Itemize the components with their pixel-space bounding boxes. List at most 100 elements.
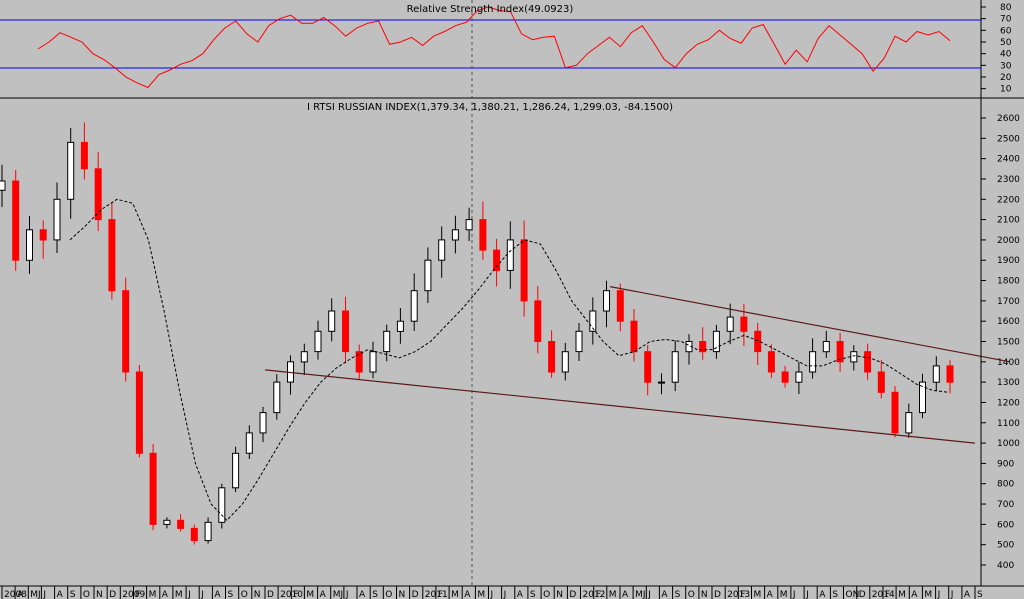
x-axis-tick-label: A bbox=[964, 590, 971, 599]
ohlc-bar-body bbox=[932, 365, 940, 383]
rsi-y-tick-label: 10 bbox=[1000, 85, 1012, 95]
ohlc-bar-body bbox=[451, 229, 459, 241]
x-axis-tick-label: S bbox=[675, 590, 681, 599]
x-axis-tick-label: A bbox=[162, 590, 169, 599]
x-axis-tick-label: M bbox=[451, 590, 459, 599]
price-y-tick-label: 400 bbox=[997, 561, 1014, 571]
x-axis-tick-label: A bbox=[359, 590, 366, 599]
price-y-tick-label: 2200 bbox=[997, 195, 1020, 205]
ohlc-bar-body bbox=[864, 351, 872, 373]
x-axis: 2008AMJJASOND2009FMAMJJASOND2010FMAMJJAS… bbox=[0, 585, 1024, 599]
x-axis-tick-label: O bbox=[385, 590, 392, 599]
ohlc-bar-body bbox=[726, 316, 734, 332]
rsi-y-tick-label: 20 bbox=[1000, 73, 1012, 83]
x-axis-tick-label: D bbox=[412, 590, 419, 599]
price-y-tick-label: 900 bbox=[997, 459, 1014, 469]
rsi-y-tick-label: 70 bbox=[1000, 15, 1012, 25]
x-axis-tick-label: A bbox=[622, 590, 629, 599]
ohlc-bar-body bbox=[12, 180, 20, 261]
price-y-tick-label: 1200 bbox=[997, 398, 1020, 408]
ohlc-bar-body bbox=[383, 330, 391, 353]
x-axis-tick-label: S bbox=[70, 590, 76, 599]
ohlc-bar-body bbox=[781, 371, 789, 383]
x-axis-tick-label: A bbox=[320, 590, 327, 599]
ohlc-bar-body bbox=[369, 351, 377, 373]
ohlc-bar-body bbox=[0, 180, 6, 191]
rsi-y-tick-label: 50 bbox=[1000, 38, 1012, 48]
ohlc-bar-body bbox=[712, 330, 720, 353]
ohlc-bar-body bbox=[809, 351, 817, 373]
ohlc-bar-body bbox=[767, 351, 775, 373]
x-axis-tick-label: N bbox=[96, 590, 103, 599]
x-axis-tick-label: A bbox=[214, 590, 221, 599]
ohlc-bar-body bbox=[438, 239, 446, 261]
ohlc-bar-body bbox=[905, 412, 913, 434]
x-axis-tick-label: N bbox=[254, 590, 261, 599]
ohlc-bar-body bbox=[410, 290, 418, 322]
ohlc-bar-body bbox=[520, 239, 528, 302]
ohlc-bar-body bbox=[589, 310, 597, 332]
ohlc-bar-body bbox=[355, 351, 363, 373]
x-axis-band bbox=[0, 586, 1024, 599]
ohlc-bar-body bbox=[80, 141, 88, 170]
price-y-tick-label: 2300 bbox=[997, 175, 1020, 185]
x-axis-tick-label: M bbox=[924, 590, 932, 599]
ohlc-bar-body bbox=[671, 351, 679, 383]
x-axis-tick-label: O bbox=[83, 590, 90, 599]
x-axis-tick-label: S bbox=[530, 590, 536, 599]
price-y-tick-label: 2100 bbox=[997, 216, 1020, 226]
ohlc-bar-body bbox=[245, 432, 253, 454]
ohlc-bar-body bbox=[53, 198, 61, 241]
ohlc-bar-body bbox=[603, 290, 610, 312]
upper-trendline bbox=[609, 286, 1011, 363]
x-axis-tick-label: J bbox=[187, 590, 191, 599]
ohlc-bar-body bbox=[465, 219, 473, 231]
ohlc-bar-body bbox=[396, 320, 404, 332]
x-axis-tick-label: MJ bbox=[333, 590, 343, 599]
ohlc-bar-body bbox=[644, 351, 652, 383]
ohlc-bar-body bbox=[850, 351, 858, 363]
ohlc-bar-body bbox=[39, 229, 47, 241]
ohlc-bar-body bbox=[740, 316, 748, 332]
ohlc-bar-body bbox=[67, 141, 75, 200]
x-axis-tick-label: D bbox=[714, 590, 721, 599]
ohlc-bar-body bbox=[754, 330, 762, 353]
x-axis-tick-label: A bbox=[819, 590, 826, 599]
x-axis-tick-label: D bbox=[109, 590, 116, 599]
ohlc-bar-body bbox=[314, 330, 322, 353]
x-axis-tick-label: N bbox=[701, 590, 708, 599]
x-axis-tick-label: F bbox=[438, 590, 443, 599]
x-axis-labels: 2008AMJJASOND2009FMAMJJASOND2010FMAMJJAS… bbox=[1, 586, 983, 599]
x-axis-tick-label: D bbox=[859, 590, 866, 599]
x-axis-tick-label: M bbox=[306, 590, 314, 599]
rsi-y-tick-label: 60 bbox=[1000, 26, 1012, 36]
x-axis-tick-label: D bbox=[569, 590, 576, 599]
x-axis-tick-label: J bbox=[792, 590, 796, 599]
ohlc-bar-body bbox=[616, 290, 624, 322]
ohlc-bar-body bbox=[424, 259, 432, 292]
ohlc-bar-body bbox=[135, 371, 143, 454]
x-axis-tick-label: J bbox=[805, 590, 809, 599]
price-y-tick-label: 800 bbox=[997, 480, 1014, 490]
x-axis-tick-label: S bbox=[832, 590, 838, 599]
ohlc-bar-body bbox=[163, 519, 171, 525]
price-y-tick-label: 2500 bbox=[997, 134, 1020, 144]
x-axis-tick-label: A bbox=[517, 590, 524, 599]
ohlc-bar-body bbox=[658, 381, 665, 384]
x-axis-tick-label: J bbox=[490, 590, 494, 599]
price-y-tick-label: 1900 bbox=[997, 256, 1020, 266]
x-axis-tick-label: O bbox=[688, 590, 695, 599]
rsi-y-tick-label: 80 bbox=[1000, 3, 1012, 13]
price-y-tick-label: 1400 bbox=[997, 358, 1020, 368]
x-axis-tick-label: J bbox=[937, 590, 941, 599]
x-axis-tick-label: M bbox=[477, 590, 485, 599]
price-y-axis: 400 500 600 700 800 900 1000 1100 1200 1300 1400 15… bbox=[981, 114, 1020, 571]
ohlc-bar-body bbox=[891, 391, 899, 434]
price-y-tick-label: 1500 bbox=[997, 338, 1020, 348]
x-axis-tick-label: M bbox=[175, 590, 183, 599]
rsi-title: Relative Strength Index(49.0923) bbox=[407, 4, 574, 15]
x-axis-tick-label: J bbox=[200, 590, 204, 599]
x-axis-tick-label: M bbox=[898, 590, 906, 599]
x-axis-tick-label: N bbox=[399, 590, 406, 599]
